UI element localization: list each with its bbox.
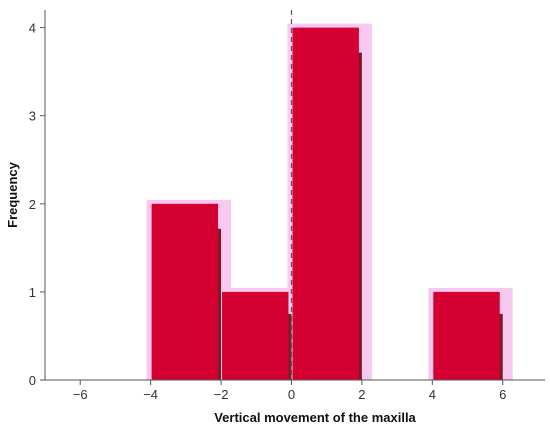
histogram-bar (292, 27, 359, 380)
x-tick-label: 0 (288, 387, 295, 402)
y-tick-label: 0 (29, 373, 36, 388)
y-tick-label: 1 (29, 285, 36, 300)
y-tick-label: 3 (29, 109, 36, 124)
x-tick-label: −2 (214, 387, 229, 402)
y-tick-label: 2 (29, 197, 36, 212)
x-tick-label: −6 (73, 387, 88, 402)
y-axis-title: Frequency (5, 161, 20, 228)
x-tick-label: 6 (499, 387, 506, 402)
histogram-bar (151, 203, 219, 380)
y-axis-ticks: 0 1 2 3 4 (29, 21, 45, 388)
histogram-bar (433, 291, 500, 380)
x-tick-label: 4 (429, 387, 436, 402)
x-axis-ticks: −6 −4 −2 0 2 4 6 (73, 380, 506, 402)
histogram-bar (222, 291, 289, 380)
x-axis-title: Vertical movement of the maxilla (214, 410, 416, 425)
x-tick-label: −4 (143, 387, 158, 402)
y-tick-label: 4 (29, 21, 36, 36)
bars-layer (151, 27, 503, 380)
x-tick-label: 2 (358, 387, 365, 402)
